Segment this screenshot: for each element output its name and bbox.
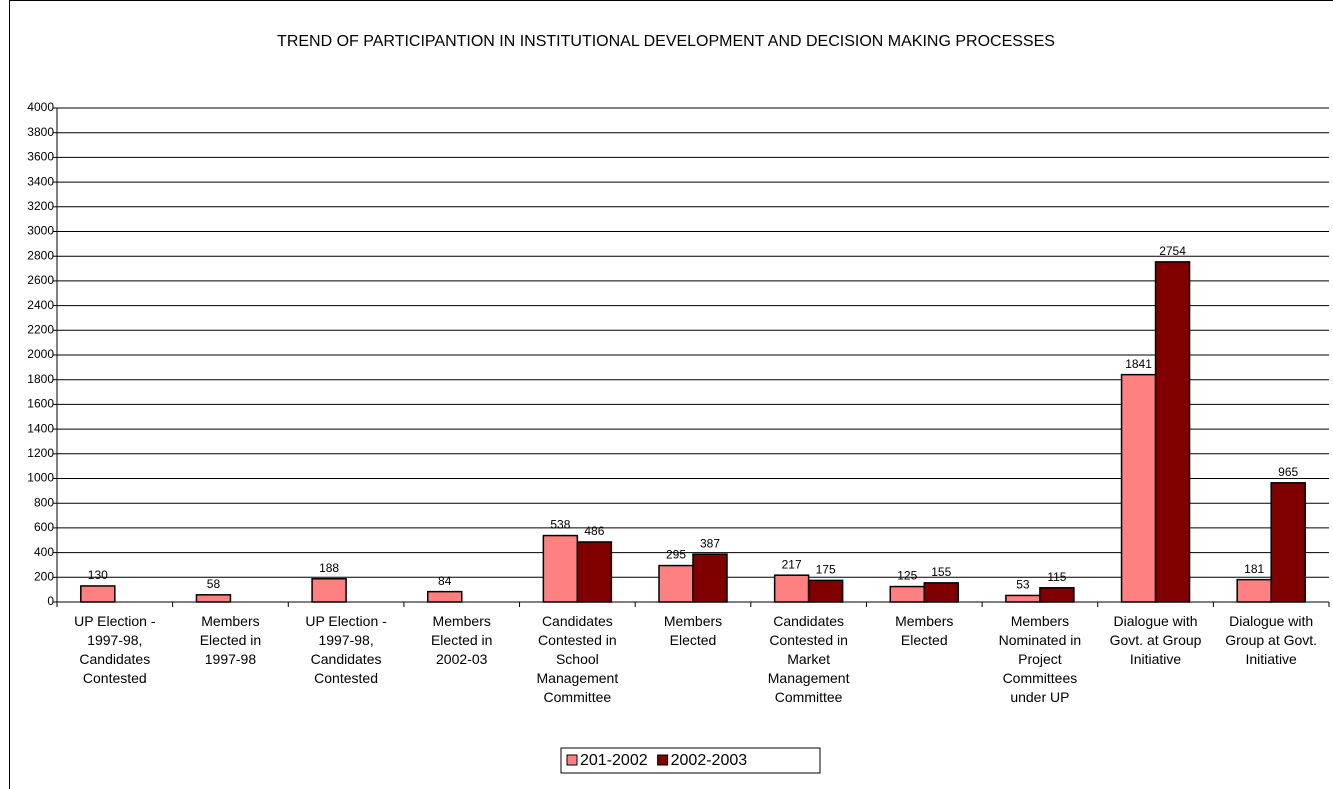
legend-swatch: [566, 754, 578, 766]
y-tick-label: 3400: [27, 174, 54, 188]
y-tick-label: 2400: [27, 298, 54, 312]
chart-frame: [9, 0, 1333, 789]
bar: [1039, 587, 1075, 603]
value-label: 538: [550, 518, 570, 532]
value-label: 188: [319, 561, 339, 575]
y-tick-label: 1600: [27, 397, 54, 411]
bar: [692, 553, 728, 603]
x-tick-label: Members Elected in 2002-03: [430, 613, 493, 667]
bar: [658, 564, 694, 603]
legend-label: 201-2002: [580, 752, 648, 769]
legend-swatch: [657, 754, 669, 766]
y-tick-label: 3000: [27, 224, 54, 238]
value-label: 125: [897, 569, 917, 583]
y-tick-label: 2000: [27, 347, 54, 361]
bar: [807, 579, 844, 603]
value-label: 58: [207, 577, 221, 591]
y-tick-label: 1800: [27, 372, 54, 386]
bar: [889, 585, 926, 603]
value-label: 181: [1244, 562, 1264, 576]
x-tick-label: Dialogue with Group at Govt. Initiative: [1225, 613, 1318, 667]
bar: [1154, 261, 1191, 603]
bar: [311, 578, 347, 603]
value-label: 84: [438, 574, 452, 588]
y-tick-label: 3200: [27, 199, 54, 213]
y-tick-label: 4000: [27, 100, 54, 114]
value-label: 130: [88, 568, 108, 582]
y-tick-label: 200: [34, 569, 54, 583]
bar: [1120, 373, 1157, 603]
value-label: 486: [584, 524, 604, 538]
value-label: 387: [700, 536, 720, 550]
y-tick-label: 3800: [27, 125, 54, 139]
y-tick-label: 1200: [27, 446, 54, 460]
y-tick-label: 3600: [27, 150, 54, 164]
bar: [426, 590, 463, 603]
value-label: 965: [1278, 465, 1298, 479]
x-tick-label: UP Election - 1997-98, Candidates Contes…: [74, 613, 156, 686]
x-tick-label: Dialogue with Govt. at Group Initiative: [1109, 613, 1202, 667]
x-tick-label: Candidates Contested in School Managemen…: [536, 613, 619, 705]
bar: [923, 582, 960, 603]
chart-title: TREND OF PARTICIPANTION IN INSTITUTIONAL…: [277, 33, 1055, 50]
value-label: 295: [666, 548, 686, 562]
legend-box: [560, 747, 821, 774]
x-tick-label: Members Elected in 1997-98: [199, 613, 262, 667]
x-tick-label: Members Elected: [895, 613, 954, 648]
y-tick-label: 1000: [27, 471, 54, 485]
bar: [1005, 594, 1041, 603]
y-tick-label: 1400: [27, 421, 54, 435]
x-tick-label: Candidates Contested in Market Managemen…: [767, 613, 850, 705]
bar: [576, 541, 613, 603]
x-tick-label: Members Nominated in Project Committees …: [998, 613, 1082, 705]
x-tick-label: UP Election - 1997-98, Candidates Contes…: [305, 613, 387, 686]
y-tick-label: 2200: [27, 322, 54, 336]
bar: [1236, 578, 1272, 603]
y-tick-label: 0: [47, 594, 54, 608]
legend-label: 2002-2003: [671, 752, 748, 769]
value-label: 2754: [1159, 244, 1186, 258]
value-label: 115: [1047, 570, 1066, 584]
value-label: 217: [782, 557, 802, 571]
bar: [1270, 482, 1306, 603]
bar: [195, 594, 232, 603]
y-tick-label: 2600: [27, 273, 54, 287]
y-tick-label: 800: [34, 495, 54, 509]
bar: [80, 585, 116, 603]
value-label: 175: [816, 563, 836, 577]
value-label: 53: [1016, 578, 1030, 592]
y-tick-label: 600: [34, 520, 54, 534]
value-label: 1841: [1125, 357, 1152, 371]
bar: [773, 574, 810, 603]
bar: [542, 534, 579, 603]
value-label: 155: [931, 565, 951, 579]
y-tick-label: 400: [34, 545, 54, 559]
x-tick-label: Members Elected: [663, 613, 723, 648]
y-tick-label: 2800: [27, 248, 54, 262]
